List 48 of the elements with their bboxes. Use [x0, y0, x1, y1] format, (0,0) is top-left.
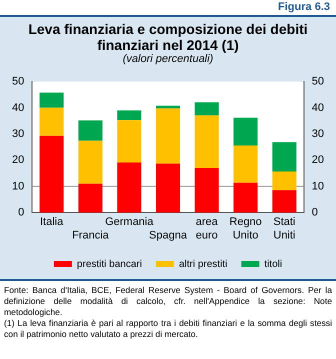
x-tick-label: Spagna	[149, 229, 188, 242]
bar	[117, 120, 142, 163]
y-tick-label: 30	[12, 128, 24, 140]
bar	[156, 106, 180, 108]
bar	[78, 140, 102, 184]
y2-tick-label: 30	[312, 128, 324, 140]
bar	[78, 184, 102, 213]
bar	[156, 108, 180, 164]
bar	[234, 118, 258, 146]
legend-label: titoli	[264, 258, 282, 270]
bar	[117, 110, 142, 120]
bar	[272, 190, 296, 213]
bar	[78, 120, 102, 141]
chart-title: Leva finanziaria e composizione dei debiti finanziari nel 2014 (1)	[27, 20, 309, 53]
bar	[40, 108, 64, 136]
x-tick-label: Germania	[105, 216, 154, 228]
y-tick-label: 10	[12, 180, 24, 192]
bar	[194, 102, 219, 116]
bar	[272, 171, 296, 190]
y-tick-label: 50	[12, 76, 24, 88]
y-tick-label: 20	[12, 154, 24, 166]
bar	[234, 182, 258, 213]
y2-tick-label: 40	[312, 102, 324, 114]
legend-label: altri prestiti	[178, 258, 228, 270]
x-tick-label: Stati Uniti	[273, 216, 296, 242]
y-tick-label: 40	[12, 102, 24, 114]
x-tick-label: Regno Unito	[229, 216, 262, 242]
bar	[117, 162, 142, 213]
x-tick-label: Italia	[40, 216, 64, 228]
bar	[40, 136, 64, 213]
source-note: Fonte: Banca d'Italia, BCE, Federal Reserve System - Board of Governors. Per la definizione delle modalità di calcolo, cfr. nell'Appendice la sezione: Note metodologiche.	[4, 285, 332, 318]
y-tick-label: 0	[18, 206, 24, 219]
bar	[156, 164, 180, 213]
text: Figura 6.3	[0, 0, 336, 17]
bar	[194, 115, 219, 168]
bar	[194, 168, 219, 213]
y2-tick-label: 0	[312, 206, 318, 219]
x-tick-label: Francia	[72, 229, 110, 242]
y2-tick-label: 10	[312, 180, 324, 192]
bar	[272, 142, 296, 172]
bar	[234, 146, 258, 183]
chart-subtitle: (valori percentuali)	[122, 53, 214, 67]
y2-tick-label: 20	[312, 154, 324, 166]
bar	[40, 92, 64, 108]
legend-label: prestiti bancari	[76, 258, 142, 270]
y2-tick-label: 50	[312, 76, 324, 88]
text: (1) La leva finanziaria è pari al rapporto tra i debiti finanziari e la somma degli stessi con il patrimonio netto valutato a prezzi di mercato.	[4, 318, 332, 340]
x-tick-label: area euro	[196, 216, 219, 242]
